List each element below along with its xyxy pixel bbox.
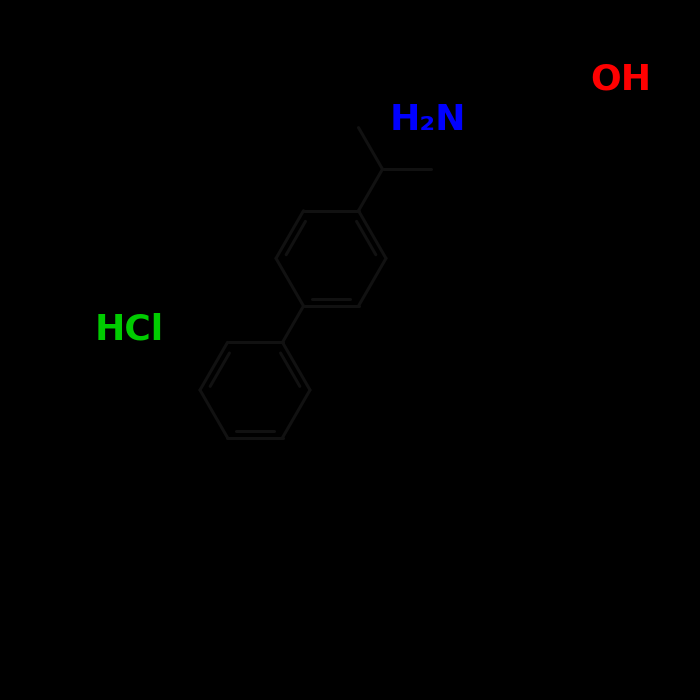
Text: HCl: HCl xyxy=(95,313,164,347)
Text: OH: OH xyxy=(590,63,651,97)
Text: H₂N: H₂N xyxy=(390,103,466,137)
